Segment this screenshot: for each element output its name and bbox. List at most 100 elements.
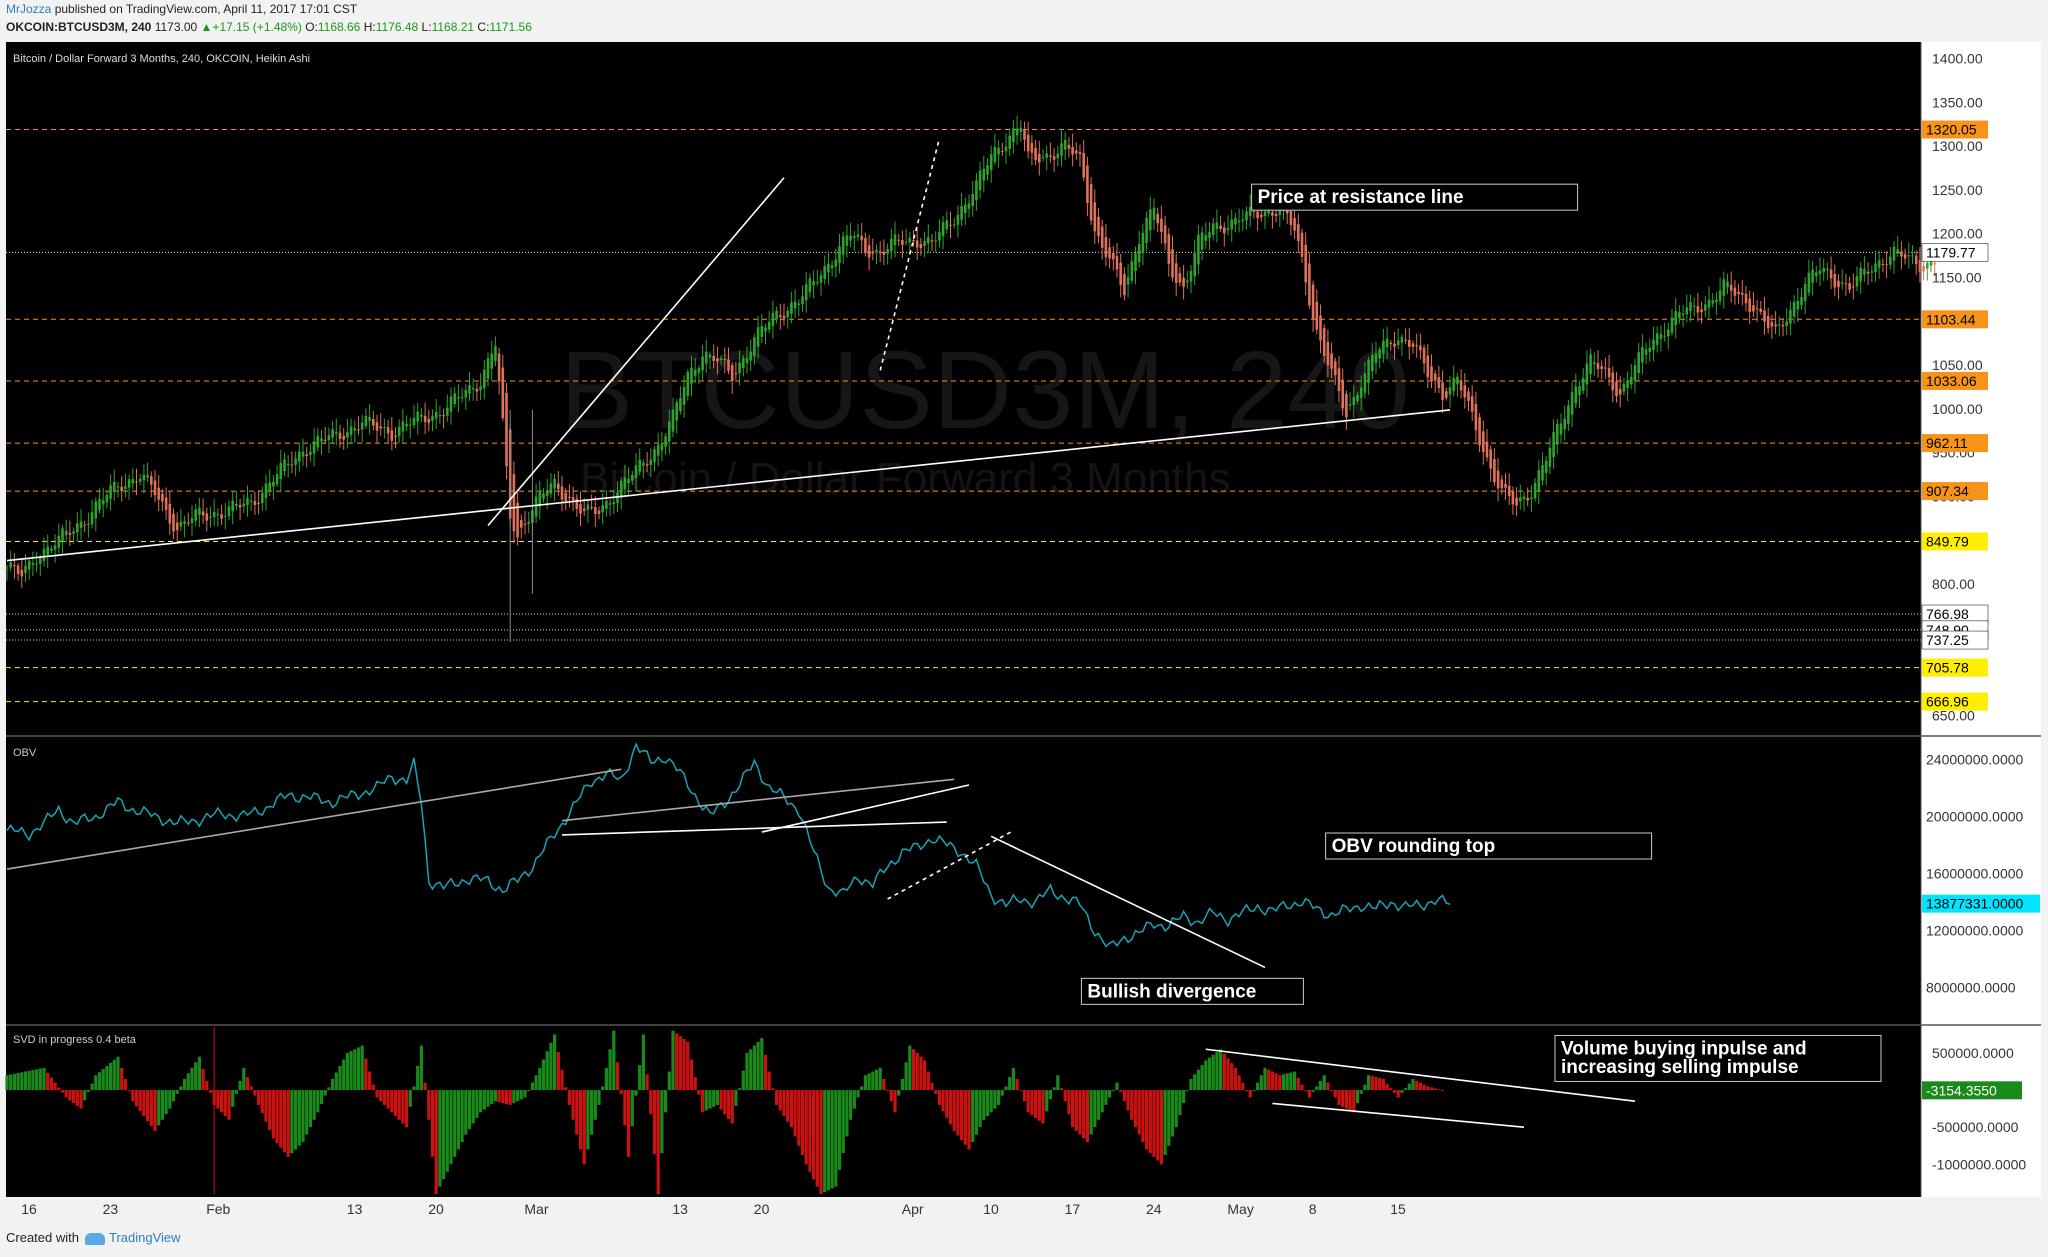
candle-body (1744, 293, 1748, 304)
svd-bar (345, 1052, 349, 1091)
svd-bar (271, 1090, 275, 1139)
candle-body (479, 386, 482, 391)
obv-pane[interactable]: OBV OBV rounding top Bullish divergence (6, 742, 1653, 1005)
candle-body (1459, 380, 1463, 391)
svd-bar (131, 1090, 135, 1102)
svd-bar (1126, 1090, 1130, 1111)
svd-bar (109, 1062, 113, 1091)
candle-body (841, 236, 845, 255)
candle-body (701, 356, 704, 371)
price-level-badge (1922, 371, 1988, 390)
candle-body (923, 241, 926, 247)
candle-body (1134, 253, 1137, 272)
candle-body (1341, 379, 1344, 409)
candle-body (1789, 309, 1792, 324)
candle-body (1026, 134, 1030, 152)
svd-bar (164, 1090, 168, 1115)
svd-bar (497, 1090, 501, 1103)
svd-bar (530, 1082, 534, 1091)
svd-bar (945, 1090, 949, 1118)
candle-body (716, 358, 719, 362)
candle-body (1374, 353, 1378, 364)
svd-bar (560, 1069, 564, 1091)
watermark: BTCUSD3M, 240 (560, 329, 1410, 452)
svd-bar (331, 1078, 335, 1091)
candle-body (1174, 263, 1178, 283)
candle-body (1156, 213, 1159, 224)
candle-body (1811, 269, 1814, 283)
svd-tick-label: -500000.0000 (1932, 1119, 2019, 1135)
svd-bar (1141, 1090, 1145, 1143)
candle-body (690, 367, 693, 384)
candle-body (1171, 249, 1174, 278)
candle-body (642, 462, 645, 466)
svd-bar (819, 1090, 823, 1194)
svd-bar (1241, 1082, 1245, 1091)
candle-body (1852, 286, 1855, 288)
candle-body (557, 483, 560, 490)
svd-bar (904, 1062, 908, 1091)
candle-body (612, 502, 616, 505)
candle-body (579, 503, 582, 514)
candle-body (1607, 367, 1611, 378)
svd-pane[interactable]: SVD in progress 0.4 beta Volume buying in… (5, 1027, 1882, 1194)
svd-bar (1174, 1090, 1178, 1128)
svd-bar (1167, 1090, 1171, 1146)
candle-body (989, 154, 993, 170)
time-tick-label: 23 (103, 1201, 119, 1217)
svd-bar (1359, 1090, 1363, 1094)
svd-bar (997, 1090, 1001, 1105)
candle-body (1297, 224, 1300, 242)
candle-body (1659, 334, 1663, 340)
candle-body (952, 224, 956, 226)
candle-body (368, 416, 371, 421)
candle-body (161, 493, 164, 502)
svd-bar (915, 1052, 919, 1091)
candle-body (742, 358, 745, 368)
tradingview-link[interactable]: TradingView (108, 1230, 181, 1245)
svd-bar (419, 1045, 423, 1091)
candle-body (1115, 256, 1119, 270)
time-tick-label: 13 (672, 1201, 688, 1217)
svd-bar (20, 1072, 24, 1091)
candle-body (1345, 393, 1348, 418)
svd-bar (823, 1090, 827, 1193)
candle-body (290, 464, 294, 466)
svd-bar (94, 1075, 98, 1091)
candle-body (438, 414, 442, 416)
candle-body (601, 505, 604, 513)
svd-bar (1378, 1078, 1382, 1091)
candle-body (982, 168, 986, 181)
svd-bar (812, 1090, 816, 1180)
candle-body (1881, 264, 1885, 266)
svd-bar (305, 1090, 309, 1135)
svd-bar (860, 1086, 864, 1091)
svd-bar (712, 1090, 716, 1107)
svd-bar (238, 1080, 242, 1091)
candle-body (830, 265, 834, 269)
candle-body (113, 482, 116, 493)
candle-body (50, 548, 53, 551)
candle-body (568, 496, 571, 498)
candle-body (1012, 128, 1015, 143)
candle-body (357, 429, 360, 431)
svd-bar (453, 1090, 457, 1157)
candle-body (94, 501, 98, 519)
price-level-label: 705.78 (1926, 660, 1969, 676)
candle-body (893, 234, 897, 245)
candle-body (1918, 259, 1922, 273)
svd-bar (934, 1090, 938, 1094)
candle-body (1034, 147, 1037, 161)
svd-bar (1341, 1090, 1345, 1107)
svd-bar (512, 1090, 516, 1104)
svd-bar (1411, 1078, 1415, 1091)
price-level-label: 737.25 (1926, 632, 1969, 648)
author-link[interactable]: MrJozza (6, 2, 52, 16)
svd-bar (1389, 1088, 1393, 1091)
candle-body (320, 438, 323, 442)
candle-body (1204, 235, 1208, 241)
svd-bar (734, 1090, 738, 1106)
svd-bar (134, 1090, 139, 1107)
